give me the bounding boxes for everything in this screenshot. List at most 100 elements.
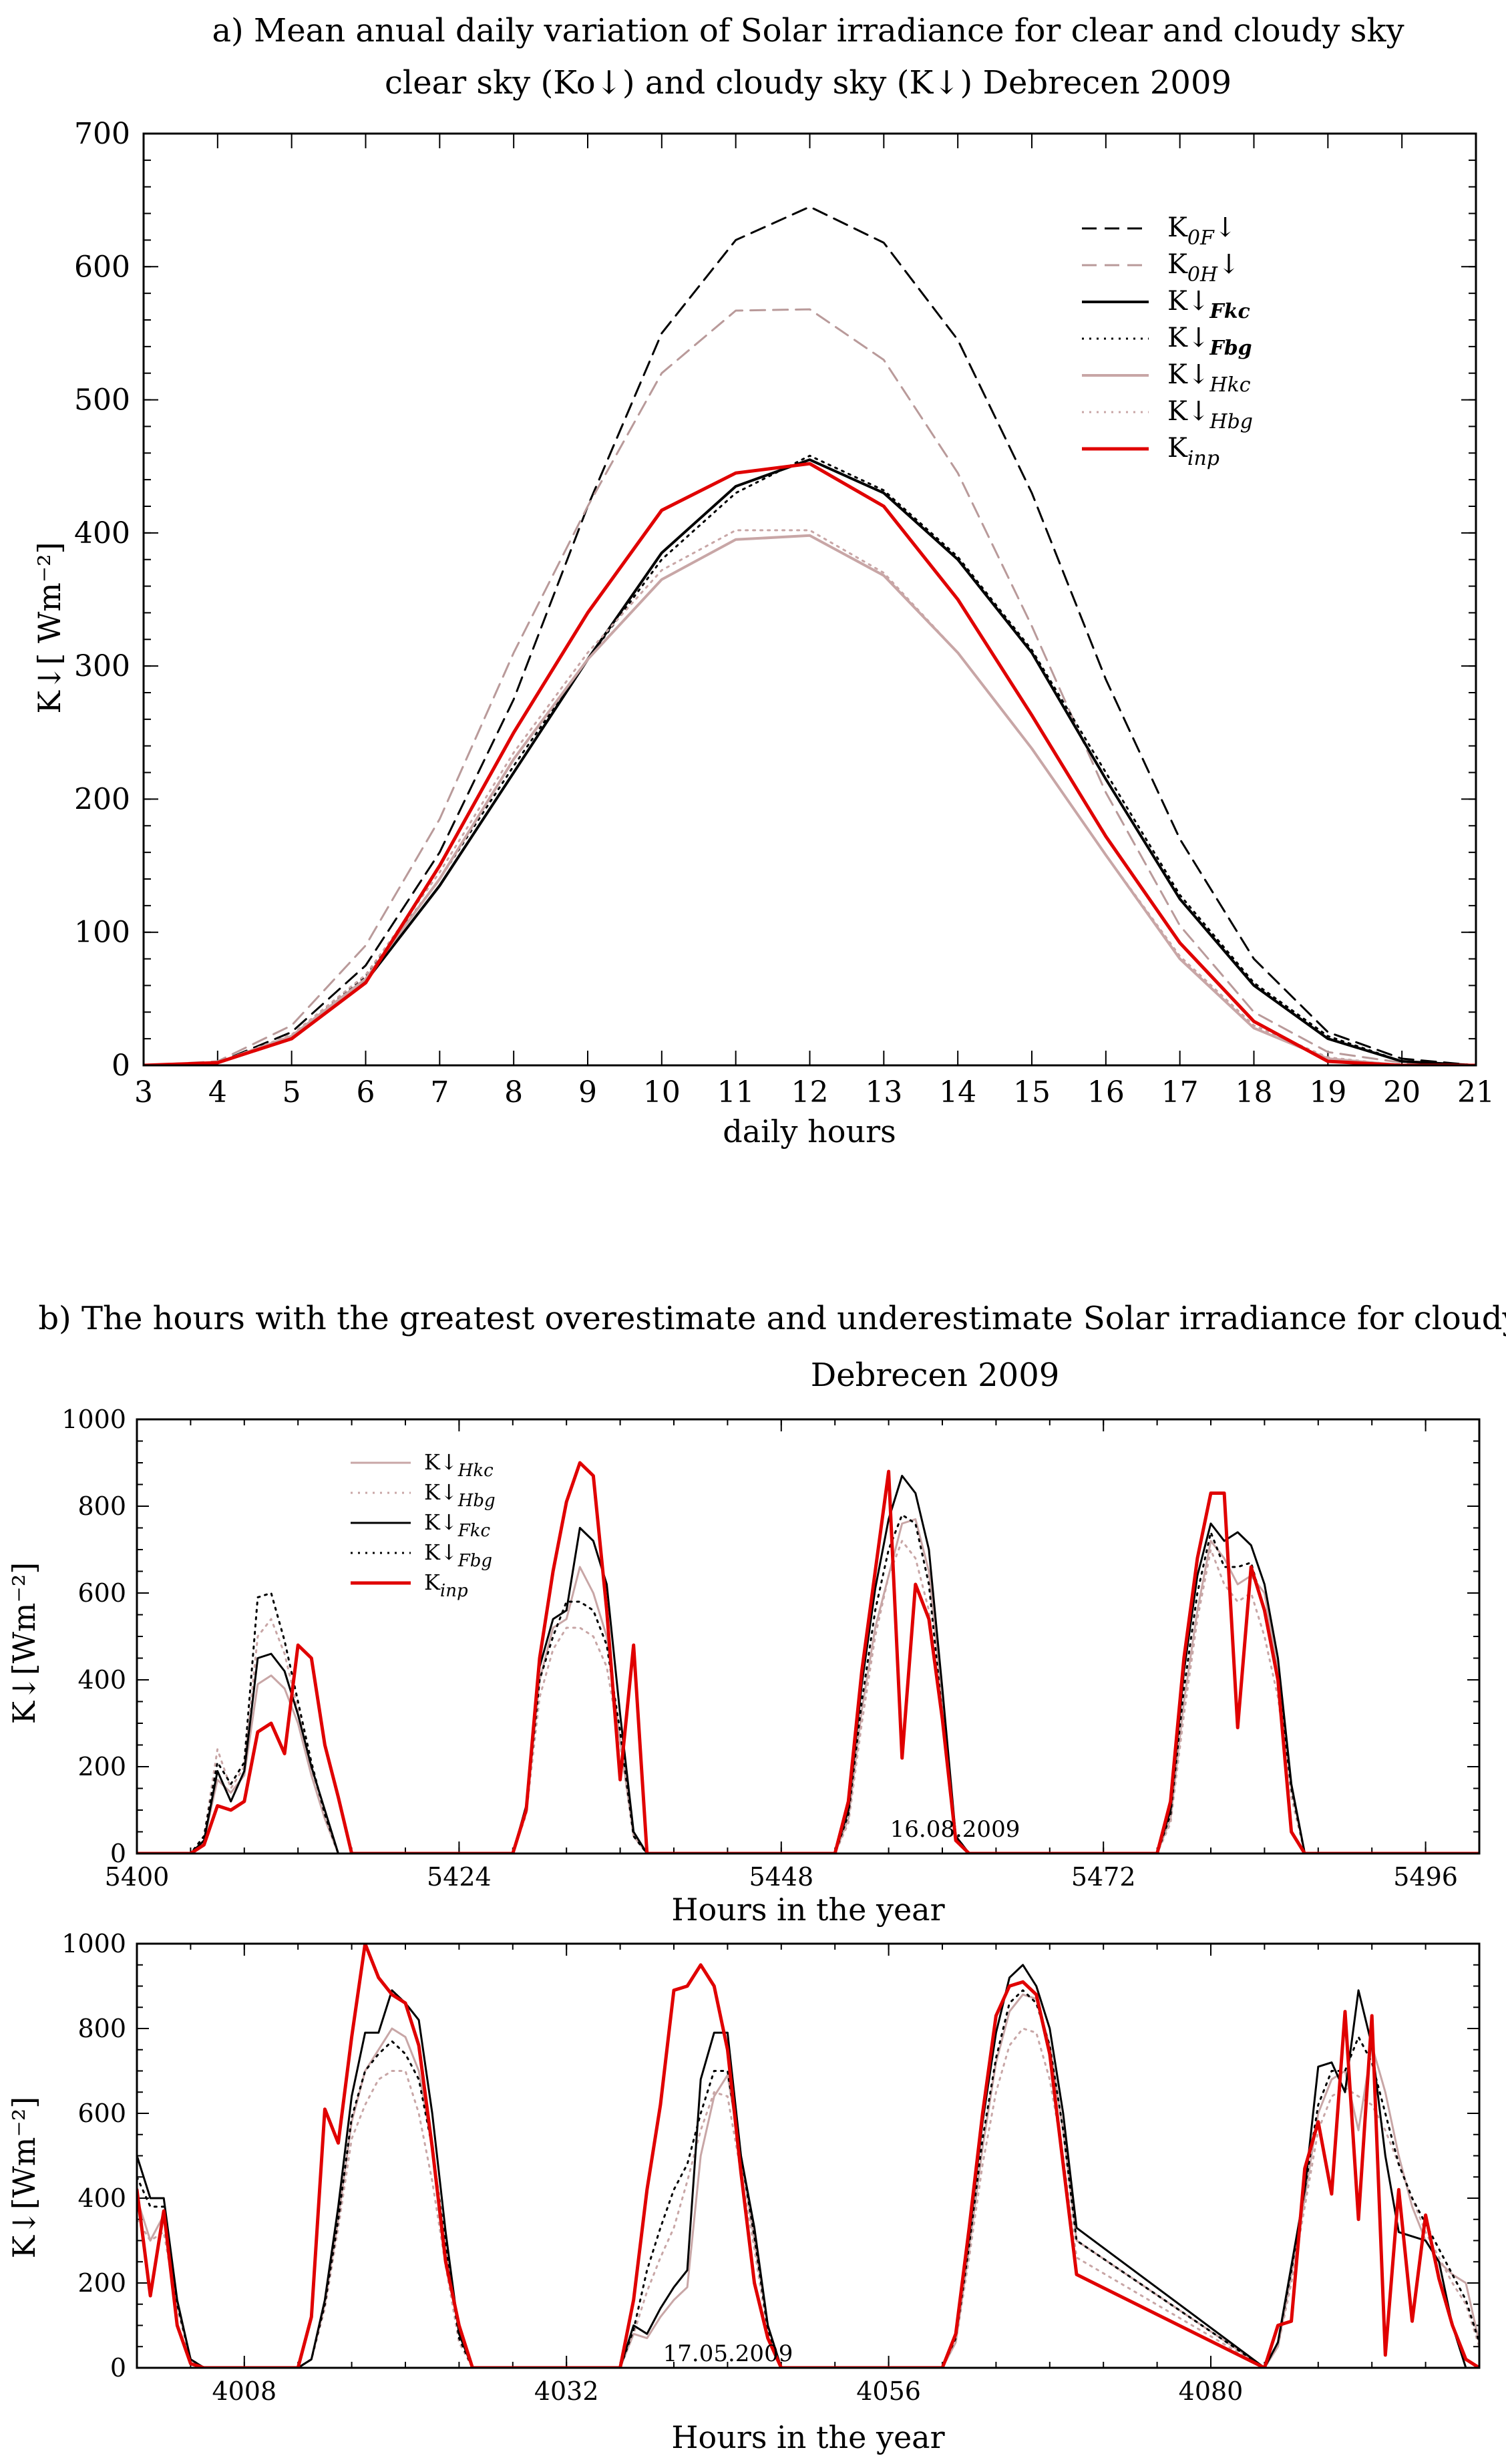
panel-a-title: a) Mean anual daily variation of Solar i…: [212, 12, 1404, 49]
x-tick-label: 11: [717, 1075, 755, 1109]
legend-entry: K0F↓: [1167, 212, 1236, 250]
x-tick-label: 4: [208, 1075, 227, 1109]
x-tick-label: 15: [1013, 1075, 1051, 1109]
y-tick-label: 0: [112, 1049, 130, 1083]
x-tick-label: 10: [643, 1075, 681, 1109]
series-line-kfkc: [137, 1964, 1479, 2368]
panel-b-upper-ylabel: K↓[Wm⁻²]: [6, 1562, 42, 1724]
legend-entry: K↓Fkc: [1167, 286, 1250, 323]
x-tick-label: 16: [1087, 1075, 1125, 1109]
x-tick-label: 4032: [534, 2377, 599, 2406]
y-tick-label: 500: [74, 383, 130, 417]
x-tick-label: 5: [283, 1075, 301, 1109]
y-tick-label: 200: [77, 1752, 126, 1781]
x-tick-label: 17: [1161, 1075, 1199, 1109]
x-tick-label: 20: [1383, 1075, 1421, 1109]
panel-a-ylabel: K↓[ Wm⁻²]: [31, 542, 67, 713]
series-line-kfkc: [144, 458, 1476, 1065]
series-line-khbg: [137, 2027, 1479, 2368]
legend-entry: K↓Hkc: [1167, 359, 1251, 397]
panel-b-upper-date-annotation: 16.08.2009: [890, 1816, 1020, 1843]
y-tick-label: 100: [74, 916, 130, 950]
x-tick-label: 5400: [105, 1862, 170, 1892]
plot-frame: [136, 1942, 1481, 2369]
y-tick-label: 400: [77, 2183, 126, 2213]
panel-b-lower-date-annotation: 17.05.2009: [663, 2340, 793, 2367]
x-tick-label: 19: [1309, 1075, 1346, 1109]
y-tick-label: 400: [77, 1665, 126, 1695]
series-line-khbg: [137, 1540, 1479, 1854]
legend-entry: Kinp: [424, 1570, 468, 1601]
x-tick-label: 14: [939, 1075, 976, 1109]
axis-ticks: 4008 4032 4056 4080 0 200 400 600 800 1000: [61, 1929, 1480, 2406]
y-tick-label: 200: [74, 782, 130, 816]
panel-b-subtitle: Debrecen 2009: [811, 1357, 1060, 1394]
legend-entry: Kinp: [1167, 433, 1219, 470]
panel-b-lower-plot: 4008 4032 4056 4080 0 200 400 600 800 1000: [61, 1929, 1481, 2406]
x-tick-label: 3: [134, 1075, 153, 1109]
panel-b-lower-xlabel: Hours in the year: [671, 2419, 944, 2455]
y-tick-label: 1000: [61, 1929, 126, 1958]
y-tick-label: 800: [77, 1491, 126, 1521]
x-tick-label: 13: [865, 1075, 902, 1109]
panel-b-lower-ylabel: K↓[Wm⁻²]: [6, 2097, 42, 2258]
series-line-k0f: [144, 206, 1476, 1065]
x-tick-label: 6: [357, 1075, 375, 1109]
y-tick-label: 600: [77, 1578, 126, 1608]
series-line-kfbg: [137, 1514, 1479, 1854]
x-tick-label: 5472: [1071, 1862, 1136, 1892]
legend-entry: K↓Hbg: [424, 1479, 496, 1511]
y-tick-label: 1000: [61, 1405, 126, 1434]
series-group: [144, 206, 1476, 1065]
axis-ticks: 3 4 5 6 7 8 9 10 11 12 13 14 15 16 17 18 19 20 21 0 100 200 30…: [74, 117, 1495, 1109]
panel-b-title: b) The hours with the greatest overestim…: [38, 1300, 1506, 1337]
x-tick-label: 9: [578, 1075, 597, 1109]
panel-a-xlabel: daily hours: [723, 1113, 896, 1150]
x-tick-label: 21: [1457, 1075, 1495, 1109]
x-tick-label: 4080: [1179, 2377, 1244, 2406]
series-line-kfbg: [144, 454, 1476, 1065]
panel-b-upper-plot: 5400 5424 5448 5472 5496 0 200 400 600 800 1000 K↓H…: [61, 1405, 1481, 1892]
legend-entry: K↓Fbg: [424, 1540, 492, 1571]
legend-entry: K↓Fbg: [1167, 323, 1252, 360]
x-tick-label: 4008: [212, 2377, 276, 2406]
series-group: [137, 1944, 1479, 2368]
axis-ticks: 5400 5424 5448 5472 5496 0 200 400 600 800 1000: [61, 1405, 1480, 1892]
series-line-khkc: [137, 1993, 1479, 2368]
panel-a-plot: 3 4 5 6 7 8 9 10 11 12 13 14 15 16 17 18 19 20 21 0 100 200 30…: [74, 117, 1495, 1109]
panel-b-upper-xlabel: Hours in the year: [671, 1892, 944, 1928]
series-line-khkc: [144, 534, 1476, 1065]
y-tick-label: 700: [74, 117, 130, 151]
y-tick-label: 0: [110, 1839, 126, 1868]
y-tick-label: 800: [77, 2014, 126, 2043]
series-line-k0h: [144, 308, 1476, 1065]
series-line-khbg: [144, 529, 1476, 1065]
x-tick-label: 5448: [749, 1862, 813, 1892]
x-tick-label: 7: [430, 1075, 449, 1109]
x-tick-label: 18: [1236, 1075, 1273, 1109]
x-tick-label: 12: [791, 1075, 829, 1109]
legend-entry: K0H↓: [1167, 249, 1240, 287]
series-group: [137, 1461, 1479, 1854]
series-line-kinp: [144, 462, 1476, 1065]
plot-frame: [142, 132, 1477, 1067]
y-tick-label: 400: [74, 516, 130, 550]
panel-a-subtitle: clear sky (Ko↓) and cloudy sky (K↓) Debr…: [385, 64, 1232, 102]
y-tick-label: 300: [74, 649, 130, 683]
x-tick-label: 4056: [856, 2377, 921, 2406]
y-tick-label: 0: [110, 2353, 126, 2383]
y-tick-label: 200: [77, 2268, 126, 2298]
x-tick-label: 5496: [1393, 1862, 1458, 1892]
legend-entry: K↓Fkc: [424, 1510, 491, 1541]
legend-entry: K↓Hbg: [1167, 396, 1253, 433]
legend-entry: K↓Hkc: [424, 1449, 494, 1481]
y-tick-label: 600: [77, 2099, 126, 2128]
x-tick-label: 8: [504, 1075, 523, 1109]
plot-frame: [136, 1418, 1481, 1855]
series-line-kinp: [137, 1944, 1479, 2368]
series-line-kfbg: [137, 1989, 1479, 2368]
series-line-kinp: [137, 1461, 1479, 1854]
